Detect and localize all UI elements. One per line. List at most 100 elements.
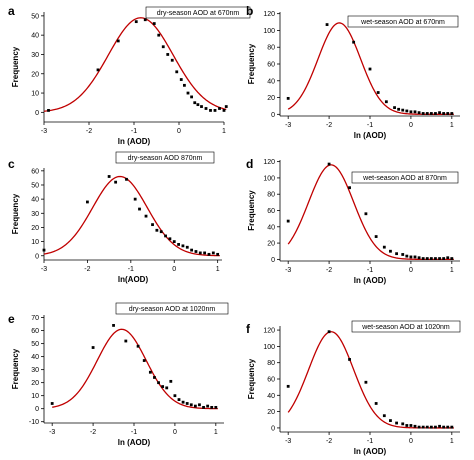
x-tick-label: -1 [131, 128, 137, 135]
y-tick-label: 60 [267, 377, 275, 384]
data-point [382, 414, 386, 418]
data-point [209, 109, 212, 112]
x-tick-label: 0 [173, 429, 177, 436]
data-point [417, 111, 421, 115]
y-tick-label: 100 [263, 28, 275, 35]
data-point [446, 425, 450, 429]
data-point [405, 109, 409, 113]
data-point [155, 228, 159, 232]
data-point [165, 386, 169, 390]
legend-b: wet-season AOD at 670nm [347, 15, 459, 28]
data-point [352, 40, 356, 44]
legend-text: dry-season AOD at 1020nm [129, 306, 216, 313]
x-tick-label: -1 [128, 266, 134, 273]
data-point [173, 394, 177, 398]
data-point [164, 234, 167, 238]
data-point [204, 107, 208, 110]
fit-curve-e [52, 328, 218, 410]
legend-box [115, 151, 215, 164]
data-point [161, 385, 165, 388]
data-point [417, 256, 421, 260]
fit-curve-c [43, 175, 220, 257]
y-tick-label: 20 [267, 409, 275, 416]
data-point [348, 358, 351, 361]
data-point [181, 244, 185, 248]
data-point [434, 257, 437, 260]
data-point [157, 33, 161, 37]
data-point [446, 256, 450, 260]
data-point [384, 100, 388, 104]
panel-letter-d: d [246, 157, 253, 171]
y-tick-label: 80 [267, 45, 275, 52]
legend-text: wet-season AOD at 670nm [360, 19, 445, 26]
data-point [438, 111, 441, 115]
x-tick-label: -1 [131, 429, 137, 436]
legend-box [145, 6, 251, 19]
y-tick-label: 0 [271, 112, 275, 119]
data-point [166, 53, 170, 56]
data-point [210, 405, 214, 409]
data-point [159, 230, 163, 234]
data-point [429, 425, 433, 429]
y-tick-label: 80 [267, 192, 275, 199]
y-tick-label: -10 [29, 419, 39, 426]
data-point [438, 257, 441, 260]
data-point [124, 339, 128, 343]
data-point [327, 162, 331, 166]
data-point [153, 376, 156, 379]
data-point [198, 251, 202, 255]
data-point [429, 257, 433, 260]
data-point [190, 248, 194, 252]
y-axis-title: Frequency [247, 43, 256, 84]
y-tick-label: 0 [271, 257, 275, 264]
x-axis-title: ln (AOD) [118, 137, 151, 146]
y-tick-label: 20 [31, 225, 39, 232]
legend-text: dry-season AOD 870nm [128, 155, 203, 162]
x-tick-label: -3 [49, 429, 55, 436]
data-point [148, 370, 152, 374]
data-point [401, 108, 405, 112]
data-point [114, 180, 118, 184]
data-point [401, 422, 405, 426]
y-axis-title: Frequency [247, 358, 256, 399]
data-point [368, 67, 372, 71]
data-point [96, 68, 100, 72]
chart-panel-c: c-3 -2 -1 0 10102030405060ln(AOD)Frequencydr… [8, 151, 222, 284]
legend-box [351, 320, 461, 333]
x-tick-label: -2 [326, 438, 332, 445]
y-tick-label: 60 [31, 168, 39, 175]
fit-curve-f [287, 331, 454, 429]
x-tick-label: -3 [285, 267, 291, 274]
data-point [438, 424, 441, 428]
legend-f: wet-season AOD at 1020nm [351, 320, 461, 333]
legend-a: dry-season AOD at 670nm [145, 6, 251, 19]
panel-letter-b: b [246, 4, 253, 18]
data-point [286, 219, 290, 223]
data-point [286, 96, 290, 100]
data-point [374, 235, 378, 238]
x-tick-label: -3 [41, 128, 47, 135]
x-axis-title: ln(AOD) [118, 275, 149, 284]
y-tick-label: 60 [31, 328, 39, 335]
x-tick-label: -2 [84, 266, 90, 273]
y-tick-label: 40 [31, 354, 39, 361]
y-tick-label: 100 [263, 175, 275, 182]
x-tick-label: 0 [409, 267, 413, 274]
data-point [151, 223, 154, 227]
x-tick-label: -2 [86, 128, 92, 135]
data-point [442, 425, 446, 429]
y-tick-label: 40 [267, 393, 275, 400]
legend-box [351, 171, 459, 184]
y-tick-label: 120 [263, 328, 275, 335]
x-tick-label: 1 [450, 267, 454, 274]
data-point [202, 405, 205, 409]
data-point [170, 58, 174, 62]
legend-text: wet-season AOD at 1020nm [361, 324, 450, 331]
data-point [214, 405, 218, 409]
panel-letter-a: a [8, 4, 15, 18]
data-point [421, 425, 425, 429]
